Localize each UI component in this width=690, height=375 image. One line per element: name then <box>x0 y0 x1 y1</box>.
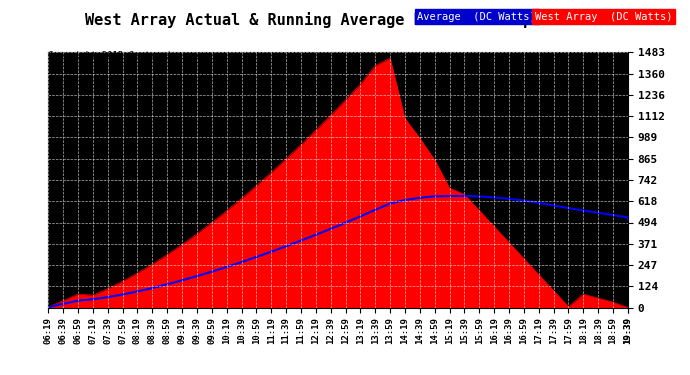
Text: Average  (DC Watts): Average (DC Watts) <box>417 12 536 21</box>
Text: West Array  (DC Watts): West Array (DC Watts) <box>535 12 672 21</box>
Text: West Array Actual & Running Average Power Wed Sep 2 19:30: West Array Actual & Running Average Powe… <box>85 12 605 28</box>
Text: Copyright 2015 Cartronics.com: Copyright 2015 Cartronics.com <box>48 51 204 60</box>
